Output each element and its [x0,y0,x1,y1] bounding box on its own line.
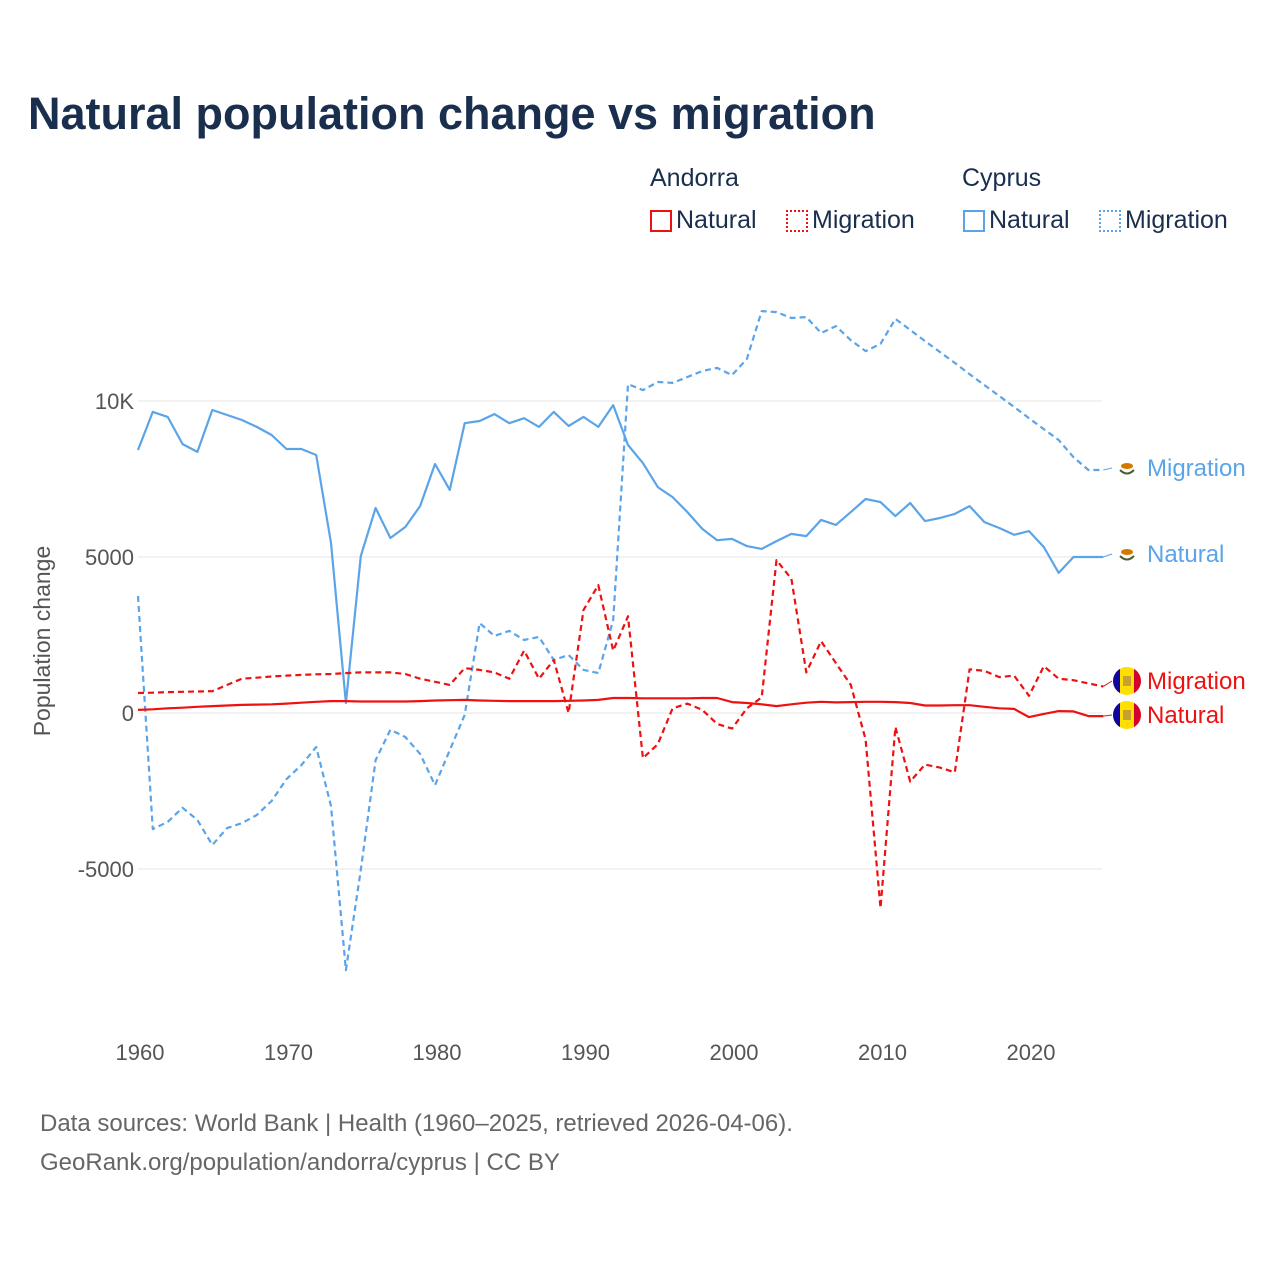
leader-line [1103,467,1113,471]
legend-label: Natural [989,206,1070,234]
legend-swatch-solid-blue [963,209,985,232]
flag-blue [1113,702,1120,728]
cyprus-migration-line [136,310,1104,972]
legend-swatch-dotted-red [786,209,808,232]
leader-line [1103,553,1113,558]
cyprus-natural-line [136,404,1104,705]
flag-coat [1123,676,1131,686]
end-label: Migration [1147,455,1246,482]
flag-olive [1119,555,1135,561]
flag-red [1134,668,1141,694]
x-tick-label: 1980 [413,1040,462,1065]
legend-label: Natural [676,206,757,234]
flag-map [1121,463,1133,469]
legend-swatch-dotted-blue [1099,209,1121,232]
y-tick-label: 0 [122,701,134,726]
x-tick-label: 2010 [858,1040,907,1065]
x-tick-label: 1970 [264,1040,313,1065]
y-tick-label: 5000 [85,545,134,570]
end-label: Natural [1147,702,1224,729]
flag-map [1121,549,1133,555]
andorra-migration-line [137,558,1104,910]
y-axis-label: Population change [29,546,55,737]
y-tick-label: 10K [95,389,134,414]
legend-andorra-migration[interactable]: Migration [786,206,915,235]
x-tick-label: 2000 [710,1040,759,1065]
data-sources: Data sources: World Bank | Health (1960–… [40,1110,793,1137]
flag-blue [1113,668,1120,694]
x-tick-label: 1960 [116,1040,165,1065]
legend-swatch-solid-red [650,209,672,232]
legend-cyprus-migration[interactable]: Migration [1099,206,1228,235]
legend-cyprus-natural[interactable]: Natural [963,206,1070,235]
legend-label: Migration [812,206,915,234]
chart-title: Natural population change vs migration [28,88,876,139]
cyprus-flag-icon [1113,540,1141,568]
andorra-natural-line [137,696,1104,719]
credit-link[interactable]: GeoRank.org/population/andorra/cyprus | … [40,1149,560,1176]
legend-andorra-natural[interactable]: Natural [650,206,757,235]
leader-line [1103,714,1113,717]
x-tick-label: 2020 [1007,1040,1056,1065]
flag-red [1134,702,1141,728]
flag-olive [1119,469,1135,475]
legend-label: Migration [1125,206,1228,234]
andorra-flag-icon [1113,701,1141,729]
end-label: Natural [1147,541,1224,568]
flag-coat [1123,710,1131,720]
x-tick-label: 1990 [561,1040,610,1065]
y-tick-label: -5000 [78,857,134,882]
cyprus-flag-icon [1113,454,1141,482]
end-label: Migration [1147,668,1246,695]
legend-group-cyprus: Cyprus [962,164,1042,192]
legend-group-andorra: Andorra [650,164,739,192]
leader-line [1102,680,1113,687]
andorra-flag-icon [1113,667,1141,695]
